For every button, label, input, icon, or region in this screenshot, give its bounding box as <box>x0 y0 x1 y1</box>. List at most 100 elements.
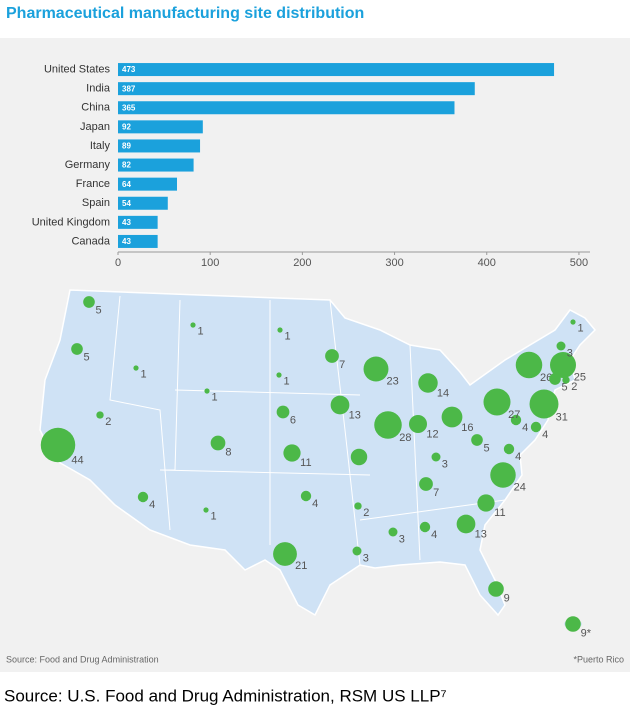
bubble <box>431 452 441 462</box>
bubble <box>408 414 428 434</box>
bubble-label: 3 <box>442 459 448 471</box>
bar <box>118 215 158 229</box>
bubble-label: 14 <box>437 388 449 400</box>
bar <box>118 120 203 134</box>
us-map <box>39 289 597 617</box>
category-label: Italy <box>90 140 111 152</box>
bubble-label: 4 <box>149 499 155 511</box>
bubble-label: 7 <box>433 487 439 499</box>
bubble-label: 11 <box>300 457 311 469</box>
bubble <box>204 388 210 394</box>
bubble-label: 5 <box>561 381 567 393</box>
bubble-label: 7 <box>339 359 345 371</box>
bubble-label: 9* <box>581 628 592 640</box>
x-tick-label: 500 <box>570 257 588 269</box>
caption: Source: U.S. Food and Drug Administratio… <box>4 686 447 705</box>
category-label: Canada <box>71 235 110 247</box>
bubble-label: 9 <box>504 593 510 605</box>
bubble-label: 1 <box>212 391 218 403</box>
footnote: *Puerto Rico <box>573 654 624 664</box>
value-label: 43 <box>122 218 131 227</box>
bubble <box>570 319 576 325</box>
value-label: 43 <box>122 237 131 246</box>
bar <box>118 196 168 210</box>
bubble-label: 1 <box>141 368 147 380</box>
bubble <box>283 444 301 462</box>
value-label: 89 <box>122 142 131 151</box>
bubble <box>352 546 362 556</box>
bubble-label: 1 <box>284 375 290 387</box>
source: Source: Food and Drug Administration <box>6 654 159 664</box>
bubble-label: 4 <box>522 422 528 434</box>
value-label: 54 <box>122 199 131 208</box>
bubble-label: 13 <box>349 410 361 422</box>
bubble-label: 3 <box>567 348 573 360</box>
category-label: China <box>81 102 111 114</box>
bubble <box>510 414 522 426</box>
bubble-label: 8 <box>225 446 231 458</box>
x-tick-label: 200 <box>293 257 311 269</box>
bubble-label: 13 <box>475 529 487 541</box>
bubble <box>203 507 209 513</box>
bubble-label: 5 <box>483 442 489 454</box>
bubble-label: 11 <box>494 507 505 519</box>
bubble <box>137 491 149 503</box>
bubble-label: 6 <box>290 415 296 427</box>
bubble-label: 5 <box>95 304 101 316</box>
bubble-label: 24 <box>514 482 526 494</box>
bar <box>118 139 201 153</box>
bubble-label: 1 <box>285 330 291 342</box>
bubble <box>83 296 95 308</box>
bubble-label: 25 <box>574 372 586 384</box>
bubble <box>565 616 581 632</box>
bubble-label: 2 <box>363 507 369 519</box>
bubble-label: 44 <box>71 454 83 466</box>
bubble <box>441 406 463 428</box>
bubble-label: 27 <box>508 409 520 421</box>
bubble-label: 4 <box>515 451 521 463</box>
bubble <box>277 327 283 333</box>
bubble <box>530 421 542 433</box>
bubble <box>133 365 139 371</box>
bubble-label: 31 <box>556 412 568 424</box>
value-label: 64 <box>122 180 131 189</box>
category-label: Japan <box>80 121 110 133</box>
bubble <box>350 448 368 466</box>
bubble-label: 2 <box>571 381 577 393</box>
category-label: United Kingdom <box>32 216 110 228</box>
category-label: India <box>86 83 111 95</box>
bubble <box>503 443 515 455</box>
bubble <box>562 376 570 384</box>
category-label: Spain <box>82 197 110 209</box>
value-label: 92 <box>122 122 131 131</box>
bubble-label: 28 <box>399 432 411 444</box>
bubble-label: 2 <box>105 416 111 428</box>
value-label: 473 <box>122 65 136 74</box>
bubble <box>190 322 196 328</box>
bubble-label: 5 <box>83 351 89 363</box>
bubble <box>374 411 402 439</box>
bubble <box>550 352 576 378</box>
bubble <box>96 411 104 419</box>
x-tick-label: 100 <box>201 257 219 269</box>
bubble <box>300 490 312 502</box>
bubble <box>515 351 543 379</box>
bubble-label: 1 <box>198 325 204 337</box>
bar <box>118 177 177 191</box>
bubble <box>483 388 511 416</box>
bubble <box>325 349 339 363</box>
bar <box>118 158 194 172</box>
bubble <box>488 581 504 597</box>
chart-title: Pharmaceutical manufacturing site distri… <box>6 5 364 22</box>
bubble <box>418 373 438 393</box>
bubble <box>276 372 282 378</box>
value-label: 365 <box>122 103 136 112</box>
bar <box>118 234 158 248</box>
bubble-label: 4 <box>431 529 437 541</box>
bubble <box>40 427 76 463</box>
bubble <box>471 434 483 446</box>
bubble <box>556 341 566 351</box>
bubble <box>363 356 389 382</box>
